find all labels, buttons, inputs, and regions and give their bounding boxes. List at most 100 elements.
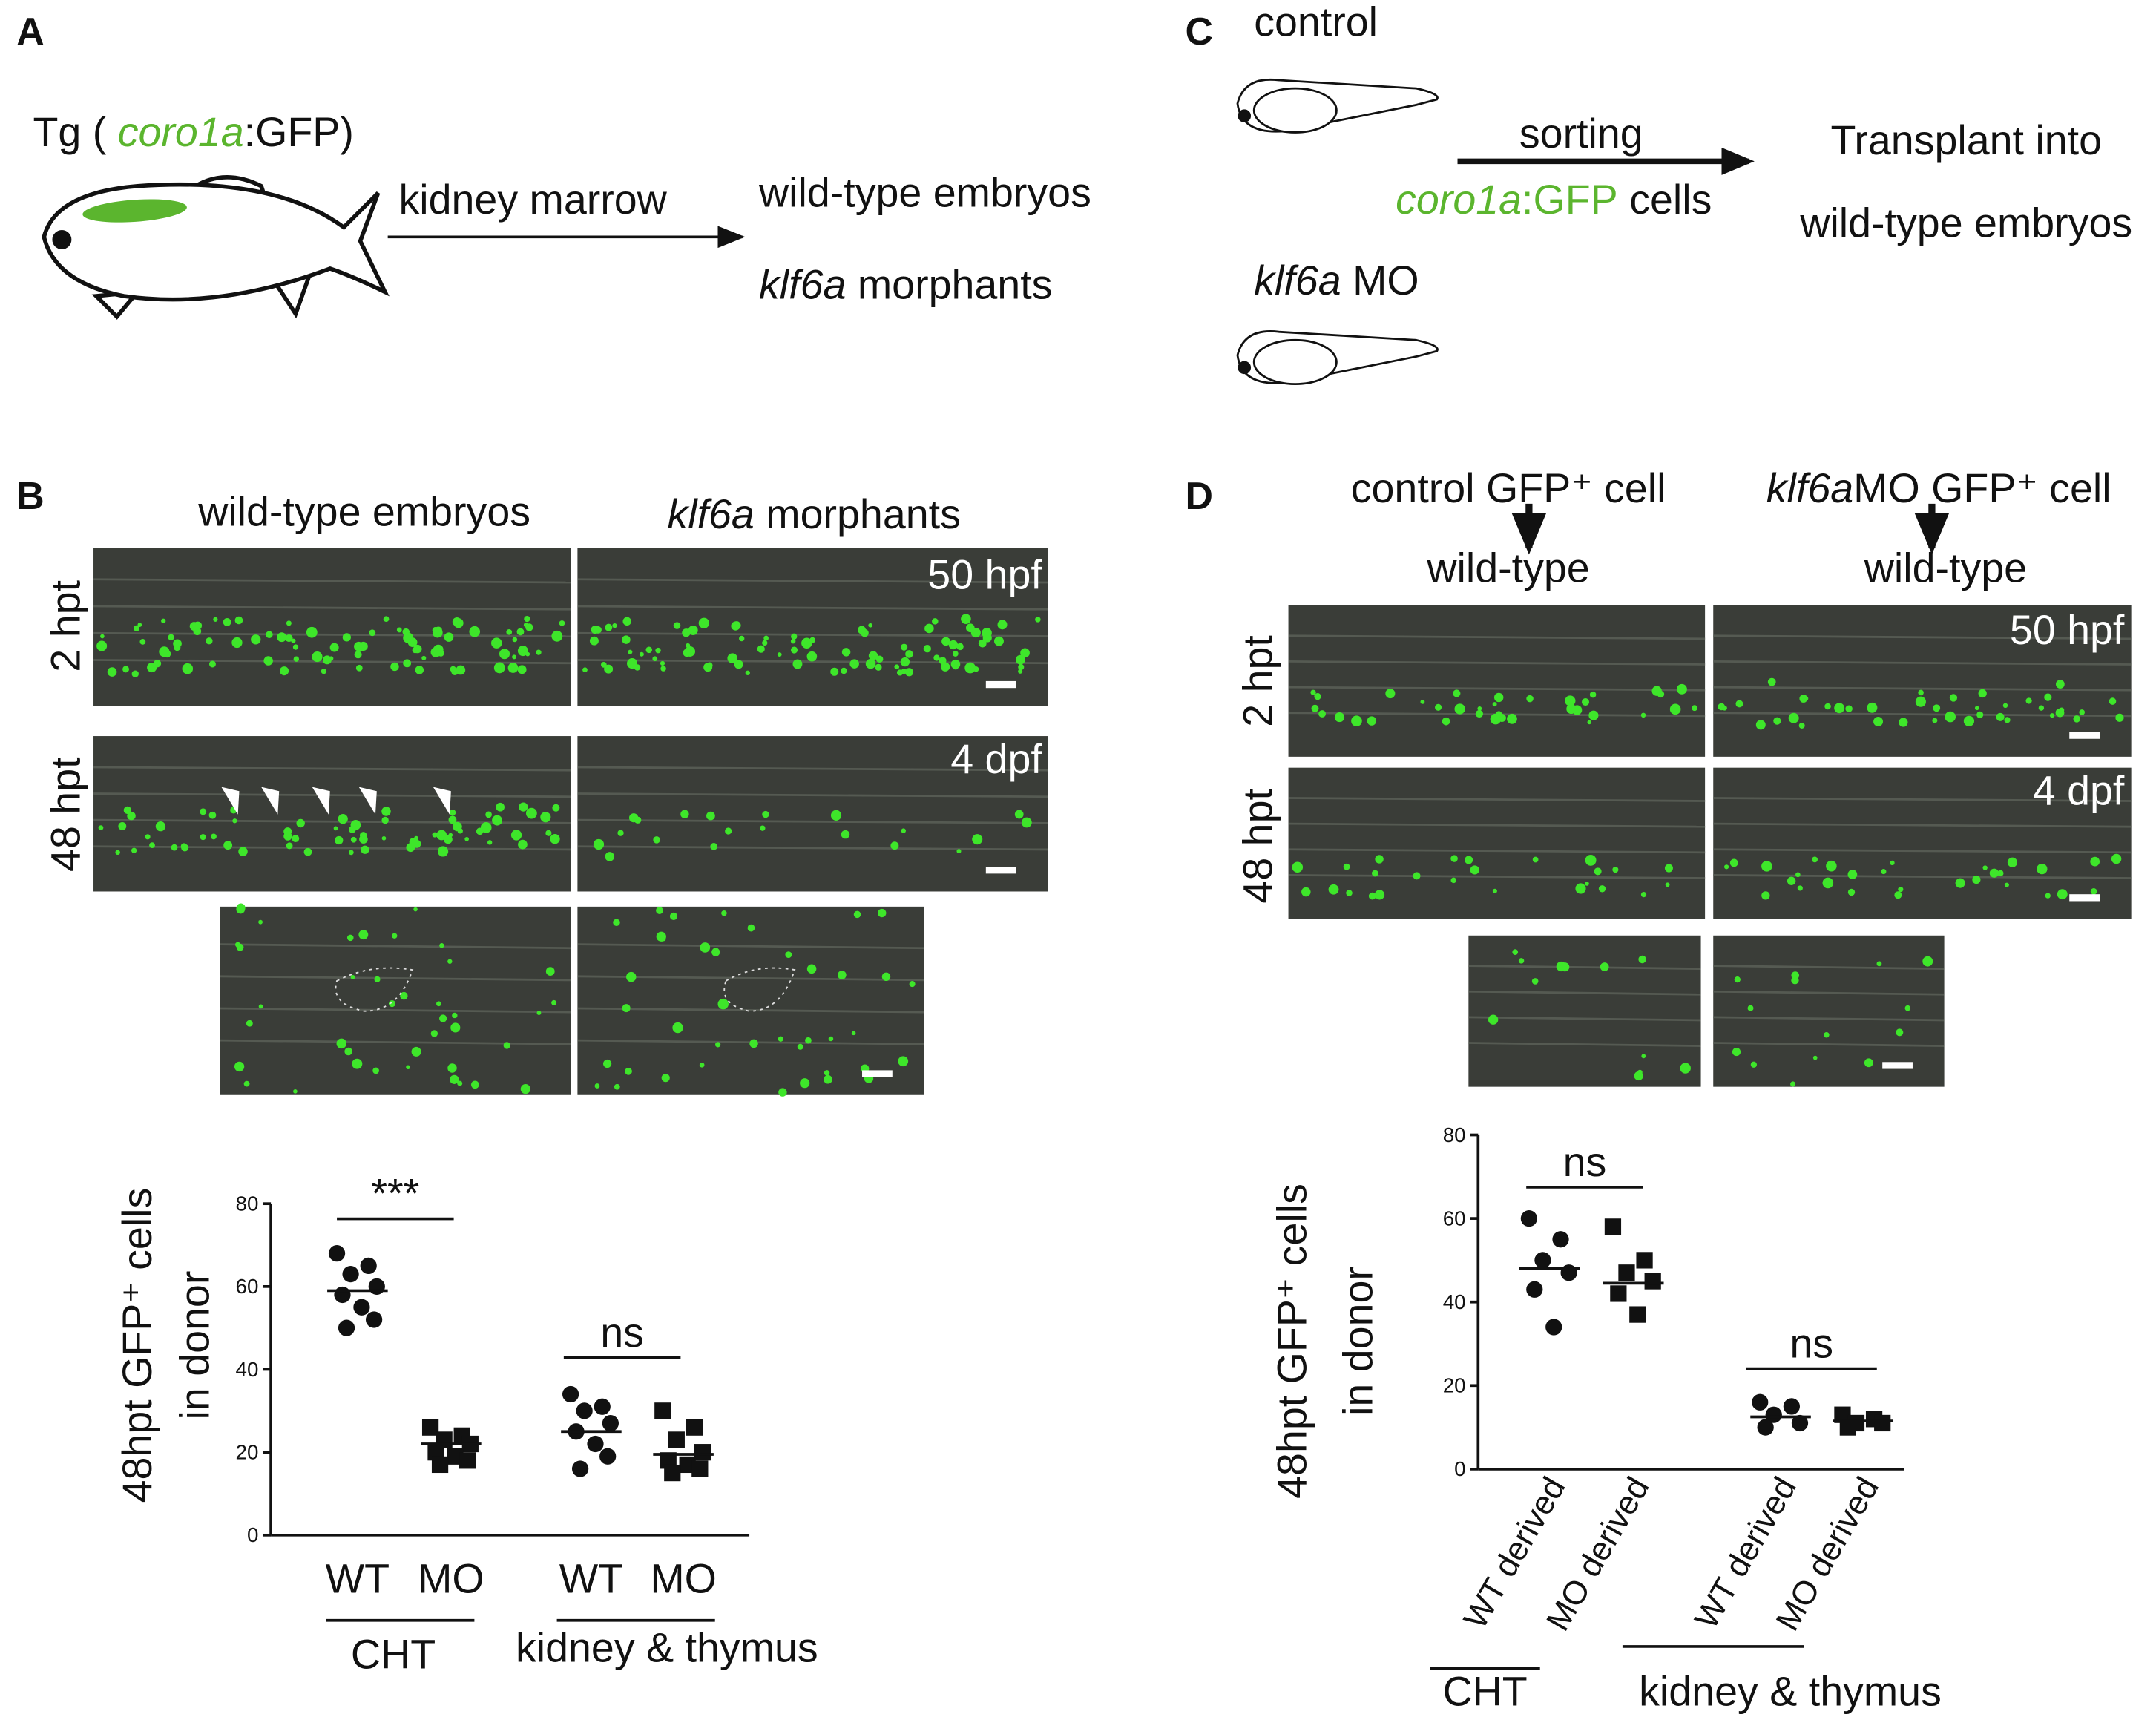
gfp-cell — [1798, 723, 1805, 729]
gfp-cell — [909, 981, 916, 988]
gfp-cell — [2059, 707, 2065, 713]
gfp-cell — [2111, 853, 2122, 864]
significance-label: ns — [1789, 1321, 1833, 1367]
gfp-cell — [905, 650, 913, 658]
gfp-cell — [933, 654, 940, 661]
gfp-cell — [292, 644, 299, 650]
gfp-cell — [2004, 882, 2009, 887]
section-label: CHT — [1442, 1669, 1527, 1715]
gfp-cell — [246, 1020, 253, 1027]
gfp-cell — [1018, 663, 1025, 671]
gfp-cell — [762, 810, 769, 818]
gfp-cell — [1824, 879, 1830, 885]
gfp-cell — [1949, 694, 1958, 702]
gfp-cell — [589, 636, 599, 646]
gfp-cell — [137, 623, 142, 627]
micrograph — [577, 548, 1048, 706]
gfp-cell — [149, 842, 155, 849]
gfp-cell — [1978, 689, 1987, 698]
gfp-cell — [706, 662, 713, 669]
gfp-cell — [1797, 885, 1803, 891]
gfp-cell — [868, 623, 873, 628]
gfp-cell — [336, 1038, 346, 1049]
gfp-cell — [594, 1083, 600, 1089]
gfp-cell — [614, 1083, 620, 1090]
gfp-cell — [208, 811, 217, 819]
gfp-cell — [342, 633, 351, 642]
gfp-cell — [344, 1047, 352, 1056]
gfp-cell — [2045, 893, 2051, 899]
gfp-cell — [402, 628, 410, 636]
scale-bar — [985, 867, 1016, 874]
gfp-cell — [406, 1065, 410, 1070]
tissue-line — [1713, 797, 2132, 802]
tissue-line — [577, 943, 924, 950]
data-point — [1783, 1398, 1800, 1415]
gfp-cell — [745, 670, 750, 675]
tissue-line — [1713, 822, 2132, 828]
gfp-cell — [2049, 713, 2055, 718]
gfp-cell — [1873, 716, 1884, 726]
text: :GFP — [1522, 177, 1618, 223]
data-point — [1839, 1419, 1856, 1436]
data-point — [694, 1444, 711, 1461]
gfp-cell — [972, 834, 983, 845]
gfp-cell — [1343, 863, 1350, 870]
data-point — [353, 1299, 370, 1316]
data-point — [654, 1402, 671, 1419]
gfp-cell — [374, 976, 381, 982]
gfp-cell — [686, 643, 691, 648]
gfp-cell — [1014, 810, 1024, 819]
group-label: WT — [326, 1556, 390, 1602]
gfp-cell — [797, 1043, 803, 1050]
gfp-cell — [1847, 888, 1856, 896]
gfp-cell — [1368, 892, 1376, 900]
gfp-cell — [510, 830, 522, 841]
tissue-line — [577, 578, 1048, 584]
gfp-cell — [450, 1022, 461, 1033]
tissue-line — [1288, 634, 1706, 640]
gfp-cell — [1918, 689, 1924, 696]
gfp-cell — [123, 806, 132, 815]
gfp-cell — [1328, 884, 1339, 895]
gfp-cell — [604, 664, 614, 674]
gfp-cell — [2002, 703, 2008, 709]
embryo — [1236, 330, 1439, 385]
gfp-cell — [520, 1084, 530, 1094]
tissue-line — [577, 845, 1048, 851]
data-point — [431, 1456, 449, 1474]
gfp-cell — [1585, 855, 1597, 866]
gfp-cell — [436, 1001, 441, 1007]
y-axis-label: 48hpt GFP⁺ cells — [114, 1188, 160, 1503]
gfp-cell — [1845, 705, 1853, 712]
gfp-cell — [865, 658, 876, 669]
gfp-cell — [457, 1080, 463, 1086]
data-point — [1757, 1419, 1774, 1436]
data-point — [691, 1460, 709, 1477]
gfp-cell — [439, 943, 444, 948]
gfp-cell — [551, 630, 563, 642]
gfp-cell — [118, 822, 127, 830]
tissue-line — [1713, 660, 2132, 666]
gfp-cell — [1589, 691, 1597, 698]
gfp-cell — [1664, 864, 1673, 873]
gfp-cell — [956, 643, 964, 651]
gfp-cell — [1371, 870, 1378, 877]
section-label: kidney & thymus — [1639, 1669, 1942, 1715]
tissue-line — [577, 766, 1048, 772]
gfp-cell — [147, 662, 157, 673]
gfp-cell — [491, 637, 502, 649]
gfp-cell — [432, 832, 438, 838]
data-point — [459, 1452, 476, 1469]
y-tick-label: 0 — [247, 1523, 258, 1546]
gfp-cell — [100, 634, 105, 639]
gfp-cell — [1680, 1063, 1691, 1074]
significance-label: *** — [371, 1171, 419, 1217]
tissue-line — [1713, 874, 2132, 879]
tissue-line — [1288, 848, 1706, 854]
gfp-cell — [645, 646, 653, 654]
gfp-cell — [1722, 705, 1727, 711]
stage-label: 4 dpf — [2033, 768, 2125, 814]
gfp-cell — [453, 618, 464, 628]
